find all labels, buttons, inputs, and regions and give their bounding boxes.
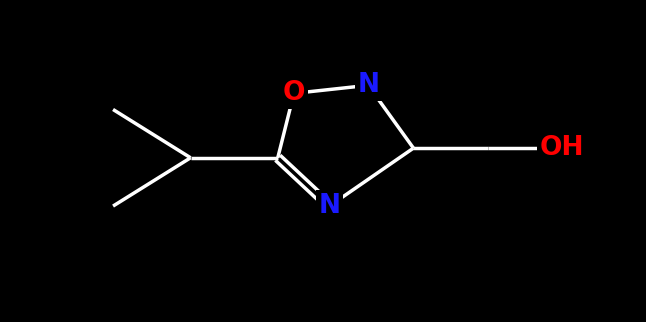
Text: O: O (283, 80, 305, 106)
Text: N: N (318, 193, 340, 219)
Text: OH: OH (540, 135, 584, 161)
Text: N: N (357, 72, 379, 98)
